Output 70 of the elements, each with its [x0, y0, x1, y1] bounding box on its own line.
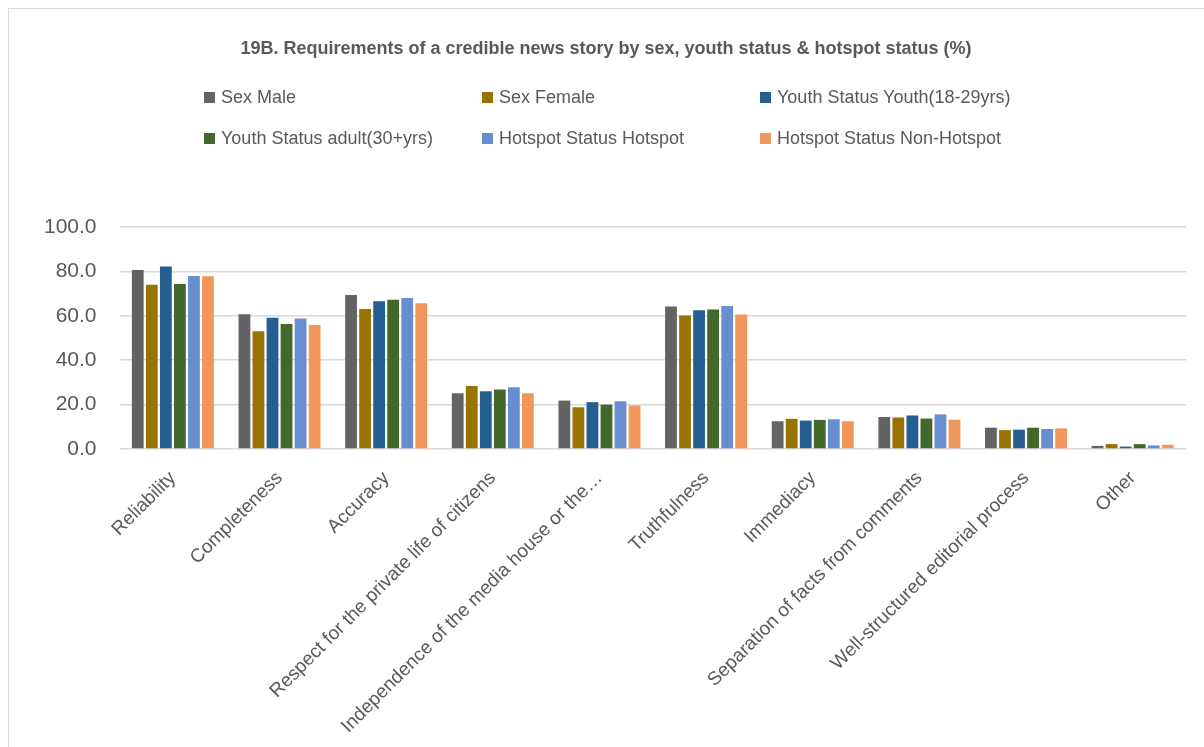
bar: [373, 301, 386, 449]
bar: [707, 309, 720, 449]
bar: [892, 417, 905, 449]
chart-title: 19B. Requirements of a credible news story by sex, youth status & hotspot status (%): [239, 37, 973, 59]
bar: [721, 306, 734, 449]
bar: [1013, 429, 1025, 449]
legend-label: Sex Female: [499, 86, 596, 108]
bar: [465, 385, 478, 449]
legend-label: Youth Status adult(30+yrs): [221, 127, 433, 149]
bar: [174, 284, 186, 449]
bar: [771, 421, 784, 449]
bar: [906, 415, 919, 449]
bar: [1105, 444, 1118, 449]
bar: [600, 404, 613, 449]
bar: [799, 420, 812, 449]
bar: [522, 393, 534, 449]
bar: [387, 299, 400, 449]
bar: [735, 314, 748, 449]
bar: [479, 391, 492, 449]
bar: [280, 324, 293, 449]
bar: [507, 387, 520, 449]
legend-label: Hotspot Status Non-Hotspot: [777, 127, 1002, 149]
bar: [665, 306, 677, 449]
bar: [878, 417, 891, 449]
bar: [934, 414, 947, 449]
y-tick-label: 80.0: [55, 258, 97, 282]
bar: [1041, 429, 1053, 449]
bar: [614, 401, 627, 449]
bar: [813, 419, 826, 449]
bar: [401, 298, 414, 449]
y-tick-label: 60.0: [55, 302, 97, 326]
bar: [785, 418, 798, 449]
y-tick-label: 20.0: [55, 391, 97, 415]
bar: [920, 418, 933, 449]
bar: [202, 276, 214, 449]
bar: [252, 331, 265, 449]
legend-label: Hotspot Status Hotspot: [499, 127, 685, 149]
bar: [999, 430, 1011, 449]
bar: [1027, 427, 1039, 449]
y-tick-label: 40.0: [55, 347, 97, 370]
bar: [841, 421, 854, 449]
bar: [827, 419, 840, 449]
bar: [1133, 444, 1146, 449]
bar: [948, 419, 961, 449]
bar: [359, 308, 371, 449]
bar: [985, 427, 997, 449]
bar: [493, 389, 506, 449]
bar: [572, 407, 585, 449]
bar: [693, 310, 705, 449]
bar: [188, 276, 200, 449]
bar: [451, 393, 464, 449]
bar: [345, 294, 357, 449]
legend-label: Youth Status Youth(18-29yrs): [777, 86, 1011, 108]
bar: [628, 405, 641, 449]
y-tick-label: 0.0: [67, 435, 97, 459]
bar: [558, 400, 571, 449]
y-tick-label: 100.0: [43, 213, 97, 237]
bar: [131, 270, 144, 449]
bar: [159, 266, 172, 449]
legend-label: Sex Male: [221, 86, 297, 108]
bar: [1055, 428, 1068, 449]
bar: [415, 303, 428, 449]
bar: [294, 318, 307, 449]
bar: [238, 314, 251, 449]
bar: [145, 284, 158, 449]
bar: [266, 317, 279, 449]
bar: [1147, 445, 1160, 449]
bar: [586, 402, 599, 449]
bar: [308, 325, 321, 449]
bar: [679, 315, 691, 449]
